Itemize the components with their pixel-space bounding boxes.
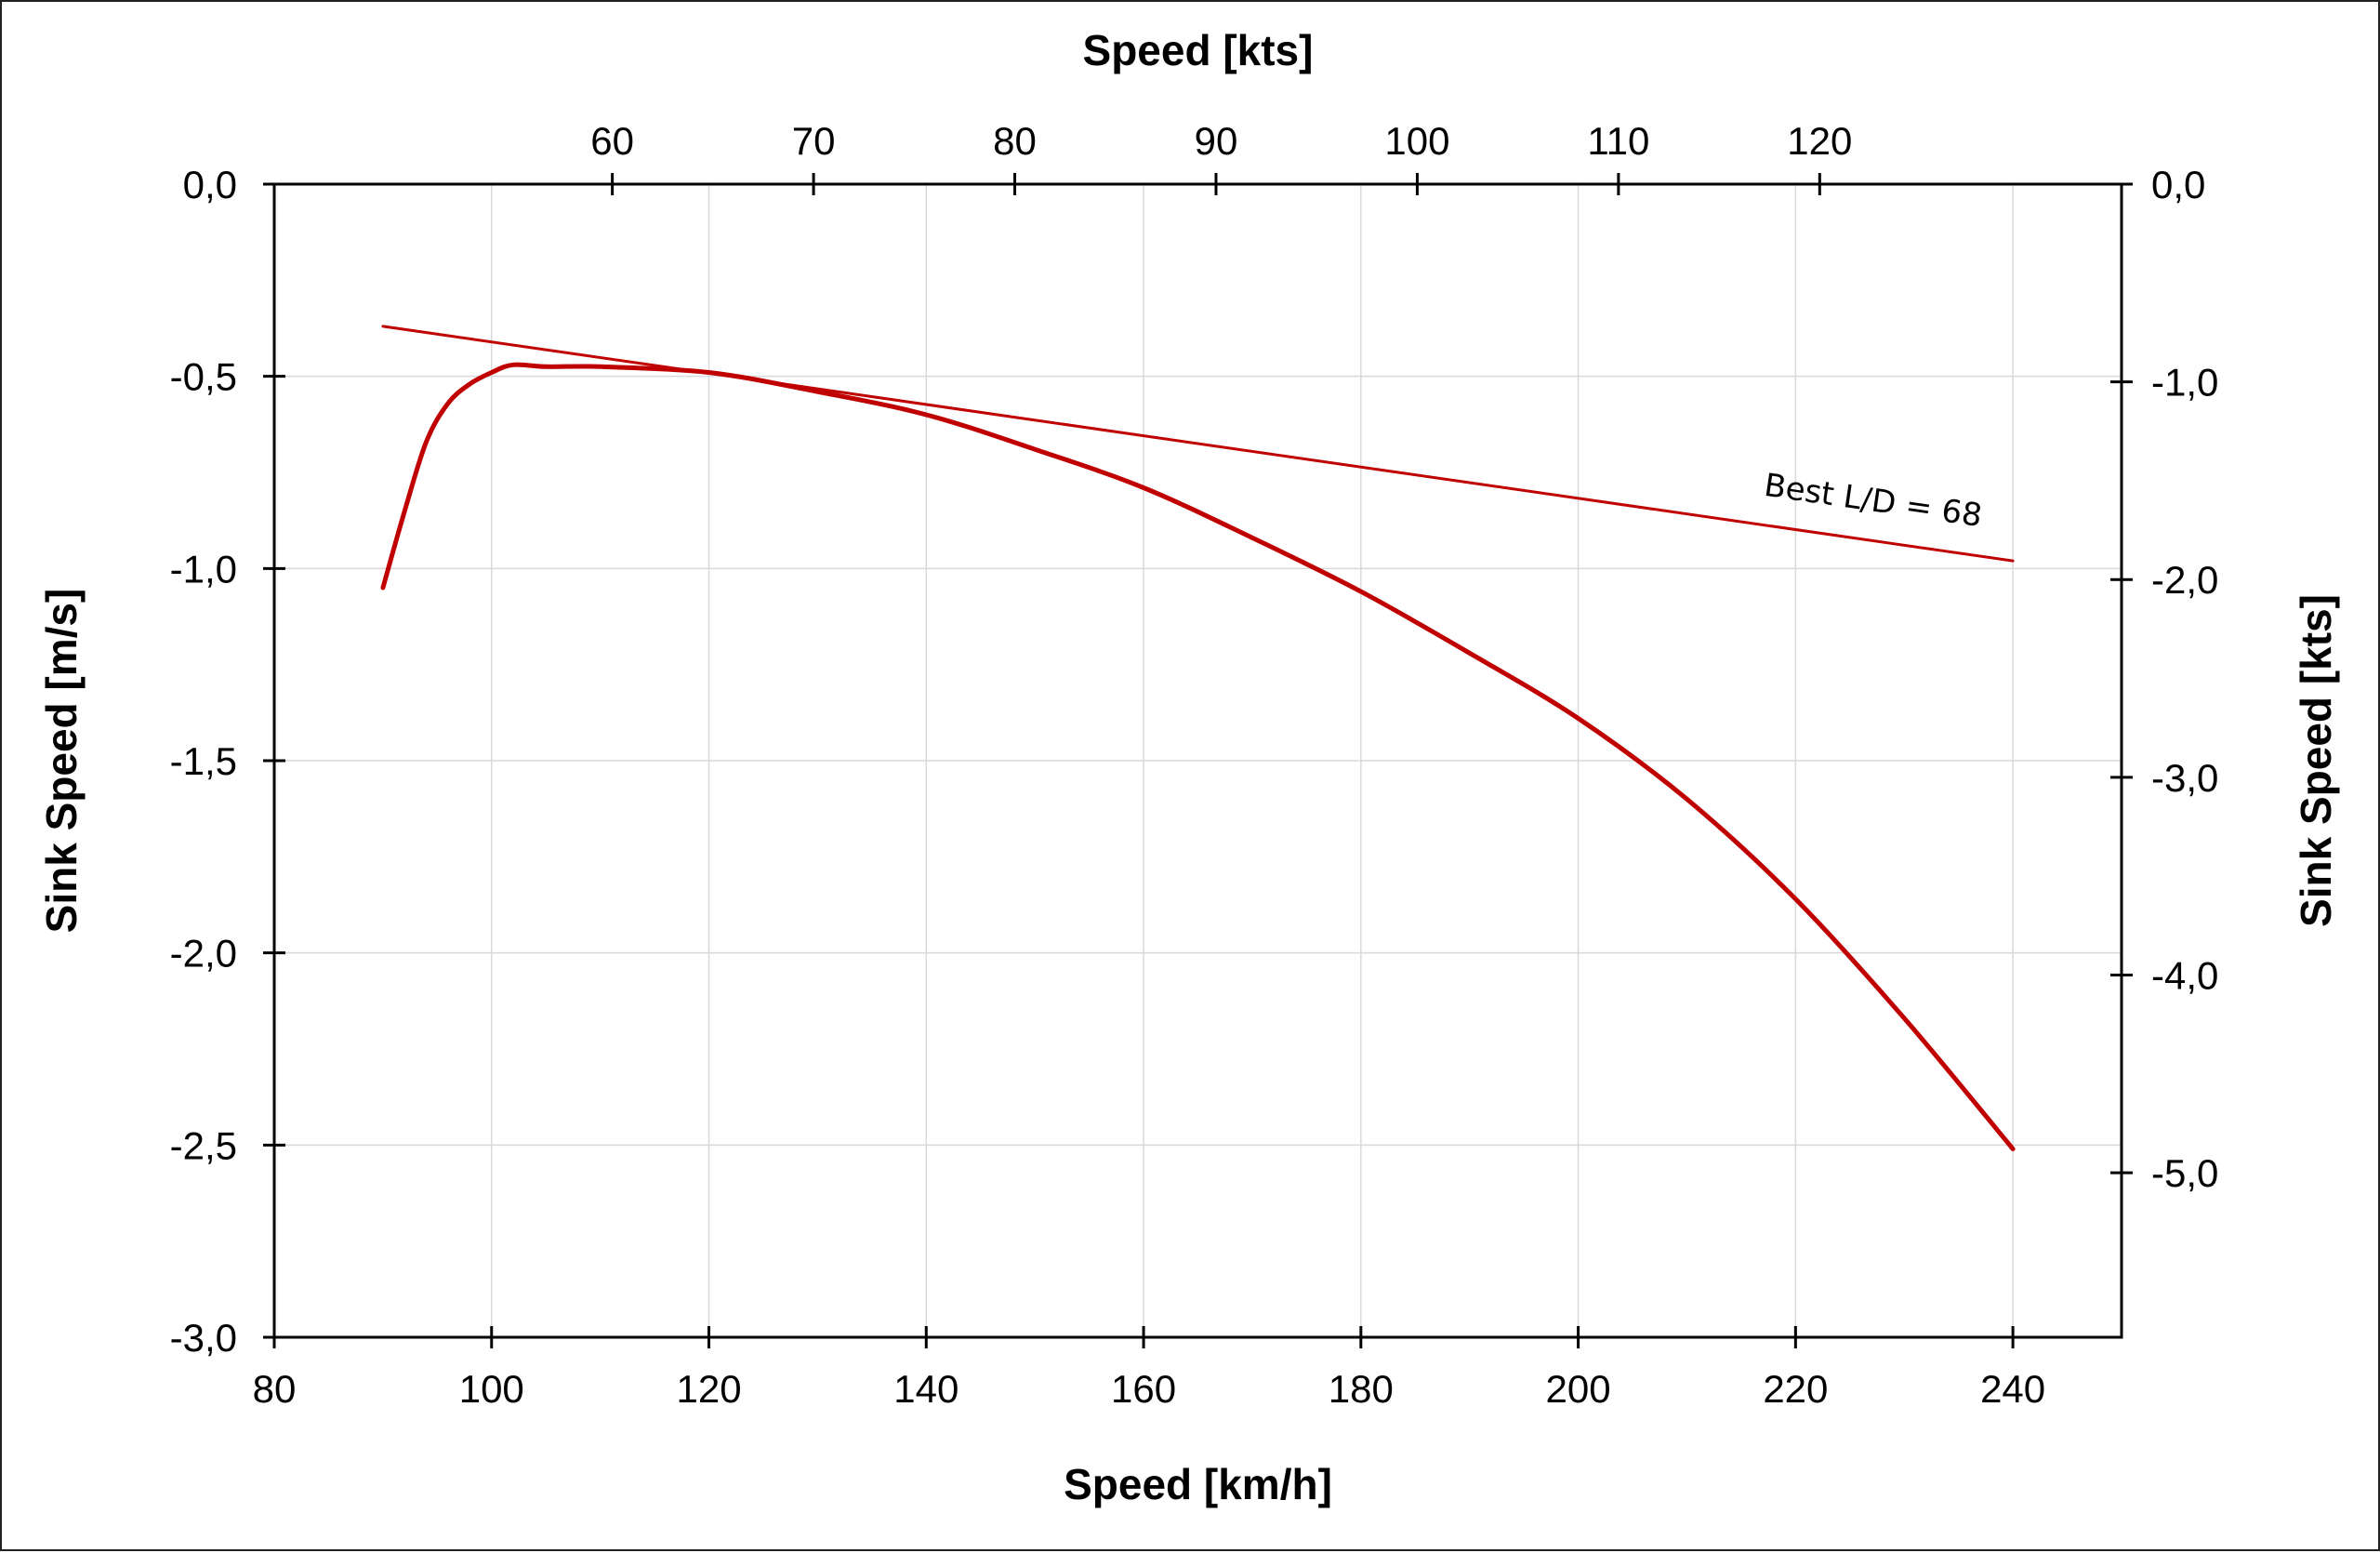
x-tick-label: 140 bbox=[893, 1367, 959, 1411]
x-tick-label: 220 bbox=[1763, 1367, 1828, 1411]
x-tick-label: 200 bbox=[1546, 1367, 1611, 1411]
y2-tick-label: 0,0 bbox=[2151, 163, 2205, 206]
y-tick-label: -3,0 bbox=[170, 1316, 237, 1360]
x2-tick-label: 80 bbox=[993, 119, 1037, 163]
x2-tick-label: 100 bbox=[1384, 119, 1449, 163]
x-tick-label: 120 bbox=[676, 1367, 741, 1411]
y-axis-title: Sink Speed [m/s] bbox=[37, 589, 86, 934]
x-tick-label: 240 bbox=[1980, 1367, 2045, 1411]
y2-axis-title: Sink Speed [kts] bbox=[2292, 594, 2340, 927]
x2-tick-label: 70 bbox=[792, 119, 836, 163]
x2-tick-label: 90 bbox=[1195, 119, 1238, 163]
y-tick-label: -0,5 bbox=[170, 355, 237, 399]
polar-curve-line bbox=[380, 362, 2016, 1151]
y2-tick-label: -5,0 bbox=[2151, 1151, 2218, 1195]
y-tick-label: -2,5 bbox=[170, 1123, 237, 1167]
y-tick-label: -1,0 bbox=[170, 547, 237, 591]
x2-tick-label: 120 bbox=[1787, 119, 1852, 163]
x-tick-label: 100 bbox=[459, 1367, 524, 1411]
x-tick-label: 160 bbox=[1111, 1367, 1176, 1411]
x-tick-label: 180 bbox=[1329, 1367, 1394, 1411]
y-tick-label: -1,5 bbox=[170, 739, 237, 783]
x2-axis-title: Speed [kts] bbox=[1083, 26, 1314, 74]
y-tick-label: 0,0 bbox=[183, 163, 237, 206]
y2-tick-label: -4,0 bbox=[2151, 953, 2218, 997]
x2-tick-label: 110 bbox=[1587, 119, 1649, 163]
x2-tick-label: 60 bbox=[590, 119, 634, 163]
y2-tick-label: -1,0 bbox=[2151, 361, 2218, 405]
y-tick-label: -2,0 bbox=[170, 932, 237, 976]
y2-tick-label: -2,0 bbox=[2151, 558, 2218, 602]
y2-tick-label: -3,0 bbox=[2151, 756, 2218, 800]
x-axis-title: Speed [km/h] bbox=[1064, 1460, 1332, 1508]
x-tick-label: 80 bbox=[253, 1367, 297, 1411]
best-ld-tangent-line bbox=[381, 325, 2015, 563]
